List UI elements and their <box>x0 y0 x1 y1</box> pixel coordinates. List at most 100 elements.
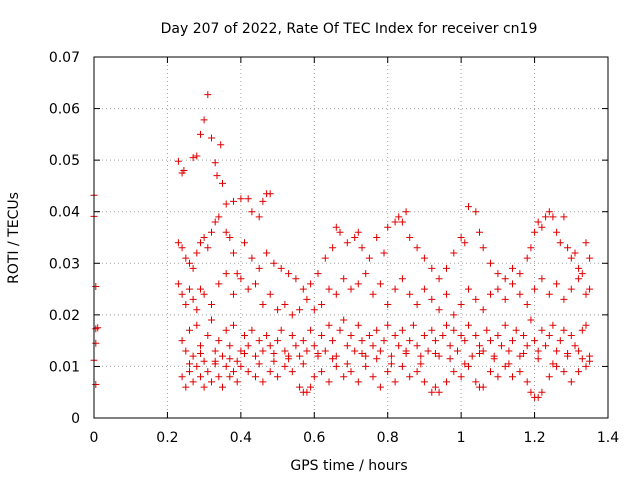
data-point <box>222 200 230 208</box>
data-point <box>376 280 384 288</box>
data-point <box>571 249 579 257</box>
data-point <box>431 337 439 345</box>
data-point <box>556 239 564 247</box>
data-point <box>178 373 186 381</box>
data-point <box>494 373 502 381</box>
data-point <box>516 290 524 298</box>
data-point <box>534 393 542 401</box>
data-point <box>553 280 561 288</box>
data-point <box>512 326 520 334</box>
data-point <box>465 321 472 329</box>
data-point <box>417 352 425 360</box>
data-point <box>560 368 568 376</box>
data-point <box>531 285 539 293</box>
data-point <box>307 280 315 288</box>
data-point <box>204 244 212 252</box>
data-point <box>230 249 237 257</box>
data-point <box>567 254 575 262</box>
data-point <box>325 285 333 293</box>
data-point <box>354 378 362 386</box>
data-point <box>252 373 259 381</box>
data-point <box>340 275 348 283</box>
data-point <box>208 301 215 308</box>
data-point <box>538 223 546 231</box>
data-point <box>277 264 285 272</box>
data-point <box>391 332 399 339</box>
data-point <box>387 360 395 368</box>
data-point <box>409 321 417 329</box>
data-point <box>523 254 531 262</box>
data-point <box>505 347 513 355</box>
data-point <box>450 311 458 319</box>
data-point <box>384 223 392 231</box>
data-point <box>252 280 259 288</box>
data-point <box>443 264 450 272</box>
data-point <box>406 234 414 241</box>
data-point <box>343 360 351 368</box>
data-point <box>303 347 311 355</box>
data-point <box>538 275 546 283</box>
data-point <box>472 332 480 339</box>
data-point <box>197 130 204 138</box>
data-point <box>582 290 590 298</box>
data-point <box>443 321 450 329</box>
data-point <box>174 157 182 165</box>
data-point <box>215 280 223 288</box>
data-point <box>398 362 406 370</box>
data-point <box>479 244 487 252</box>
plot-border <box>93 56 609 419</box>
data-point <box>476 228 483 236</box>
data-point <box>200 357 208 365</box>
data-point <box>461 337 469 345</box>
data-point <box>487 368 494 376</box>
data-point <box>567 378 575 386</box>
data-point <box>222 228 230 236</box>
y-tick-label: 0.07 <box>49 50 80 66</box>
data-point <box>498 342 505 350</box>
data-point <box>219 383 226 391</box>
data-point <box>435 306 443 314</box>
data-point <box>237 195 245 203</box>
data-point <box>435 275 443 283</box>
data-point <box>347 332 355 339</box>
axes-layer: 0 0.2 0.4 0.6 0.8 1 1.2 1.4 0 0.01 0.02 0.03 0.04 0.0… <box>49 50 619 446</box>
data-point <box>217 141 225 149</box>
data-point <box>549 213 557 221</box>
data-point <box>226 234 234 241</box>
data-point <box>197 239 204 247</box>
x-tick-label: 1.4 <box>597 430 619 446</box>
data-point <box>92 339 100 347</box>
y-tick-label: 0.03 <box>49 256 80 272</box>
data-point <box>494 332 502 339</box>
data-point <box>538 326 546 334</box>
data-point <box>248 254 256 262</box>
data-point <box>208 134 215 142</box>
y-tick-label: 0.05 <box>49 153 80 169</box>
data-point <box>428 326 436 334</box>
data-point <box>362 362 370 370</box>
data-point <box>538 388 546 396</box>
data-point <box>351 234 359 241</box>
data-point <box>270 357 278 365</box>
data-point <box>395 213 403 221</box>
data-point <box>527 244 535 252</box>
data-point <box>263 249 271 257</box>
data-point <box>534 347 542 355</box>
data-point <box>208 228 215 236</box>
data-point <box>307 326 315 334</box>
data-point <box>259 301 267 308</box>
data-point <box>501 362 509 370</box>
data-point <box>509 373 516 381</box>
data-point <box>509 264 516 272</box>
data-point <box>384 368 392 376</box>
data-point <box>450 249 458 257</box>
data-point <box>564 350 572 357</box>
data-point <box>299 360 307 368</box>
data-point <box>472 295 480 303</box>
data-point <box>332 362 340 370</box>
data-point <box>230 290 237 298</box>
data-point <box>332 290 340 298</box>
data-point <box>329 244 337 252</box>
data-point <box>523 301 531 308</box>
